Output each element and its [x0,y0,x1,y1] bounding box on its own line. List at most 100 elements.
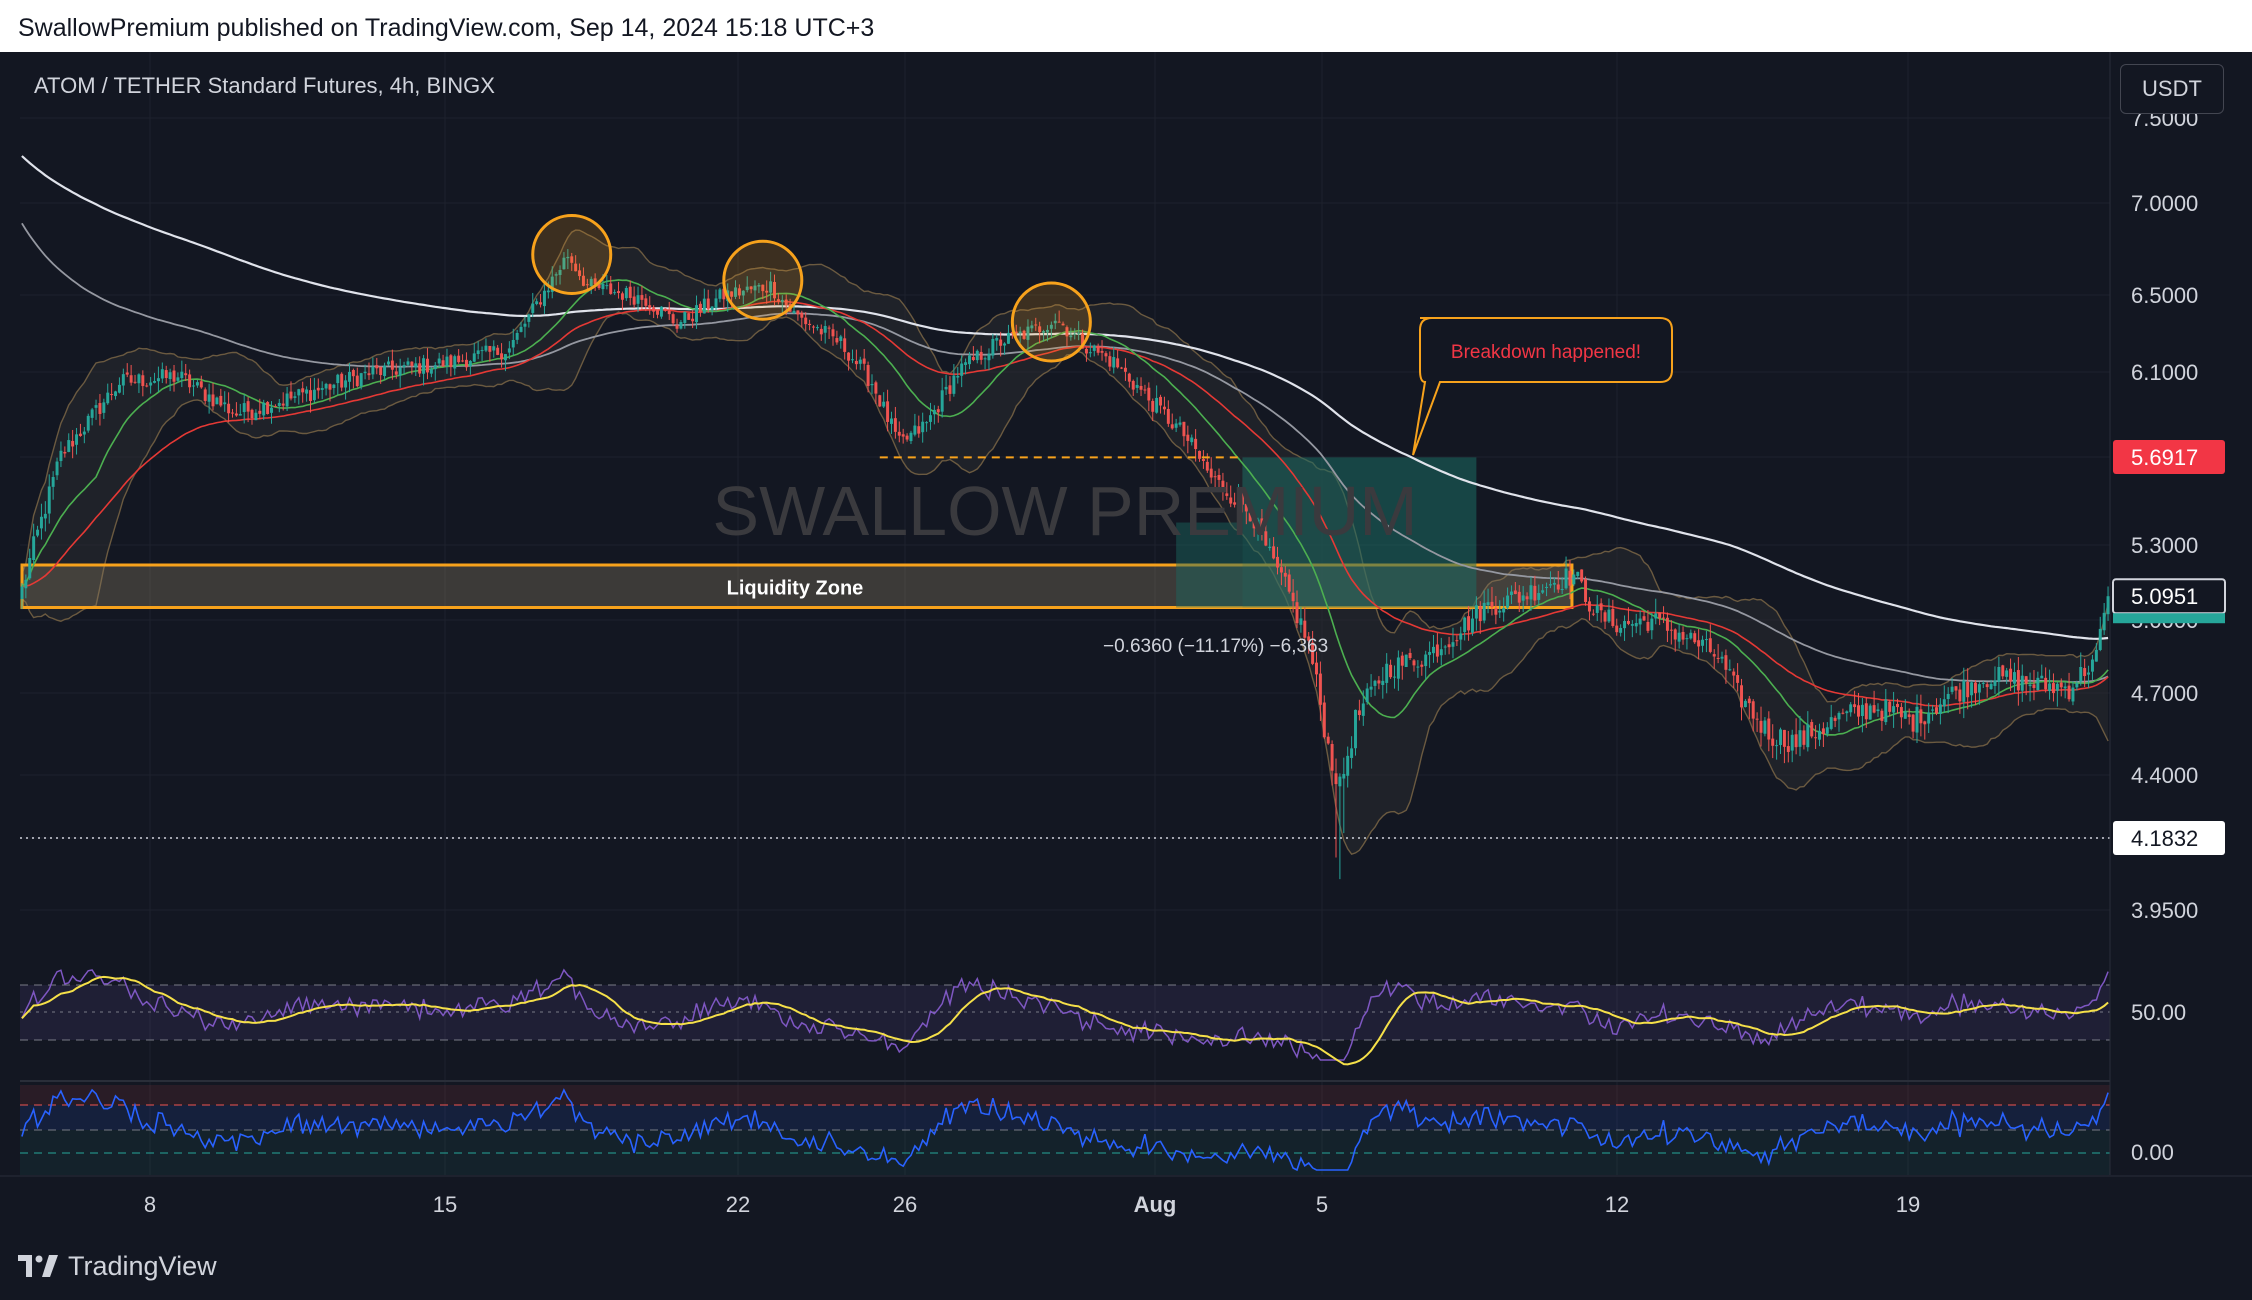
candle-body-3 [32,536,36,560]
candle-361 [1428,641,1432,668]
candle-102 [418,356,422,378]
candle-103 [422,354,426,386]
candle-469 [1849,702,1853,717]
candle-78 [324,382,328,396]
candle-493 [1942,685,1946,714]
rsi-line [21,968,2109,1061]
candle-body-318 [1260,518,1264,533]
candle-461 [1818,723,1821,747]
candle-315 [1248,503,1252,522]
candle-437 [1724,649,1728,684]
candle-body-428 [1689,632,1693,639]
candle-163 [656,309,660,319]
price-badge-2: 4.1832 [2131,826,2198,851]
candle-519 [2044,667,2048,693]
candle-462 [1821,722,1825,747]
candle-452 [1782,729,1786,764]
candle-56 [238,403,242,416]
candle-424 [1673,628,1677,652]
candle-351 [1389,659,1393,679]
candle-body-186 [745,286,749,291]
candle-209 [835,330,839,345]
candle-body-500 [1970,682,1974,696]
candle-body-69 [289,391,293,399]
candle-320 [1268,538,1272,551]
candle-body-534 [2102,612,2106,631]
candle-429 [1693,630,1697,644]
candle-373 [1474,596,1478,631]
candle-body-194 [776,299,780,302]
candle-body-265 [1053,320,1057,324]
rsi-ma-line [21,975,2109,1066]
candle-body-182 [730,291,734,297]
candle-body-97 [398,367,402,376]
candle-280 [1112,346,1116,374]
price-chart-svg[interactable]: Liquidity Zone Breakdown happened! −0.6360… [0,52,2252,1228]
candle-body-6 [43,513,47,519]
chart-area[interactable]: Liquidity Zone Breakdown happened! −0.6360… [0,52,2252,1228]
candle-5 [39,503,43,540]
candle-body-139 [562,257,566,270]
candle-96 [394,363,398,379]
candle-399 [1576,571,1580,579]
candle-body-48 [207,394,211,402]
candle-body-72 [301,388,305,393]
candle-504 [1985,682,1989,698]
candle-425 [1677,623,1681,649]
candle-body-171 [687,313,691,320]
candle-55 [234,402,238,417]
candle-body-306 [1213,476,1217,478]
candle-body-525 [2067,685,2071,700]
candle-1 [24,574,28,599]
candle-body-169 [679,321,683,329]
candle-body-461 [1818,730,1821,740]
candle-284 [1127,372,1131,388]
candle-360 [1424,650,1428,679]
currency-button[interactable]: USDT [2120,64,2224,114]
candle-body-19 [94,405,98,408]
candle-227 [905,433,909,442]
candle-body-46 [199,381,203,388]
price-badge-tail-1 [2113,613,2225,624]
candle-body-94 [386,361,390,365]
candle-497 [1958,682,1962,714]
candle-157 [632,286,636,308]
candle-body-79 [328,384,332,390]
candle-body-80 [332,384,336,389]
candle-154 [620,291,624,311]
candle-168 [675,318,679,333]
axes-layer: 7.50007.00006.50006.10005.30005.00004.70… [0,52,2252,1228]
candle-194 [776,293,780,305]
candle-body-290 [1151,400,1155,412]
candle-295 [1170,413,1174,430]
candle-body-237 [944,386,948,390]
candle-23 [110,383,114,401]
candle-417 [1646,610,1650,634]
candle-435 [1716,644,1720,664]
candle-273 [1084,347,1088,362]
candle-body-62 [262,402,266,416]
candle-313 [1240,487,1244,513]
candle-337 [1334,758,1338,858]
candle-body-501 [1973,682,1977,694]
candle-body-451 [1779,729,1782,746]
candle-211 [843,328,847,360]
candle-442 [1743,699,1747,708]
candle-24 [114,390,118,400]
candle-body-119 [484,345,488,351]
tradingview-brand[interactable]: TradingView [18,1250,217,1282]
candle-378 [1494,595,1498,625]
candle-body-5 [39,516,43,529]
candle-body-24 [114,391,118,397]
candle-body-253 [1006,332,1010,344]
candle-body-345 [1365,688,1369,703]
candle-body-398 [1572,574,1576,585]
candle-150 [605,274,609,290]
candle-492 [1938,698,1942,725]
candle-201 [804,312,808,331]
candle-body-315 [1248,512,1252,522]
candle-118 [480,346,484,362]
candle-112 [457,349,461,364]
candle-body-442 [1743,700,1747,708]
candle-411 [1623,615,1627,641]
